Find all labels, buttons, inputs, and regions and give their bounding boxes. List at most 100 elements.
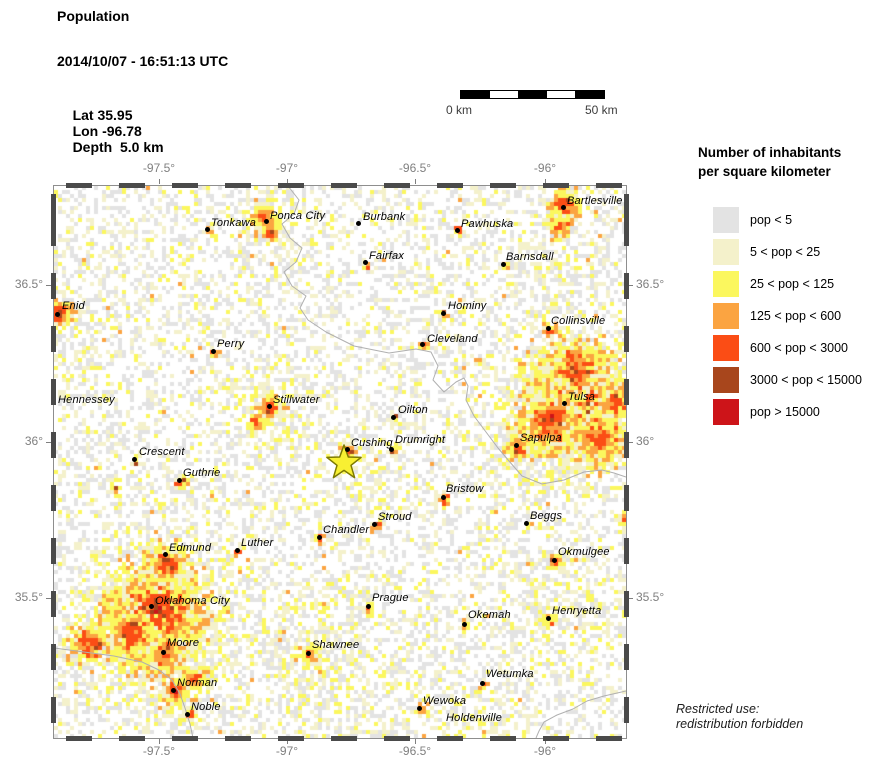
legend-swatch	[713, 207, 739, 233]
lon-tick-label-bottom: -97.5°	[142, 744, 176, 758]
scale-bar-segment	[546, 91, 576, 98]
axis-tick	[287, 739, 288, 744]
city-label: Stroud	[378, 511, 412, 523]
city-label: Holdenville	[446, 712, 503, 724]
city-dot	[363, 260, 368, 265]
event-latitude: Lat 35.95	[72, 107, 133, 123]
city-label: Burbank	[363, 211, 406, 223]
city-label: Wewoka	[423, 695, 467, 707]
lat-tick-label-right: 36.5°	[636, 277, 665, 291]
city-dot	[546, 616, 551, 621]
city-dot	[389, 447, 394, 452]
city-layer: Tonkawa Ponca City Burbank Bartlesville Pawh…	[54, 186, 626, 738]
city-dot	[149, 604, 154, 609]
lon-tick-label-top: -96°	[533, 161, 557, 175]
map-border-dash-bottom	[52, 736, 628, 741]
legend-swatch	[713, 239, 739, 265]
restricted-use-note: Restricted use: redistribution forbidden	[676, 702, 803, 732]
city-dot	[171, 688, 176, 693]
legend-item: pop < 5	[698, 207, 883, 233]
city-label: Ponca City	[270, 210, 326, 222]
city-dot	[356, 221, 361, 226]
city-label: Cleveland	[427, 333, 478, 345]
city-label: Crescent	[139, 446, 185, 458]
lon-tick-label-top: -96.5°	[398, 161, 432, 175]
axis-tick	[46, 598, 51, 599]
population-map: Tonkawa Ponca City Burbank Bartlesville Pawh…	[51, 183, 629, 741]
axis-tick	[415, 739, 416, 744]
city-label: Bristow	[446, 483, 484, 495]
city-label: Wetumka	[486, 668, 534, 680]
scale-bar-segment	[575, 91, 604, 98]
axis-tick	[159, 739, 160, 744]
scale-bar-segment	[489, 91, 519, 98]
city-label: Drumright	[395, 434, 446, 446]
legend-label: 5 < pop < 25	[750, 245, 821, 259]
city-label: Collinsville	[551, 315, 606, 327]
legend-item: pop > 15000	[698, 399, 883, 425]
city-label: Tulsa	[568, 391, 596, 403]
legend-item: 25 < pop < 125	[698, 271, 883, 297]
event-coordinates: Lat 35.95 Lon -96.78 Depth 5.0 km	[57, 91, 182, 171]
legend-item: 5 < pop < 25	[698, 239, 883, 265]
legend-title-line2: per square kilometer	[698, 164, 831, 179]
city-dot	[455, 228, 460, 233]
legend-swatch	[713, 303, 739, 329]
legend-swatch	[713, 271, 739, 297]
city-dot	[417, 706, 422, 711]
lon-tick-label-top: -97.5°	[142, 161, 176, 175]
city-dot	[366, 604, 371, 609]
axis-tick	[628, 442, 633, 443]
city-label: Oilton	[398, 404, 428, 416]
axis-tick	[628, 285, 633, 286]
city-dot	[317, 535, 322, 540]
city-dot	[177, 478, 182, 483]
city-dot	[552, 558, 557, 563]
city-dot	[161, 650, 166, 655]
city-dot	[441, 495, 446, 500]
city-dot	[562, 401, 567, 406]
city-label: Prague	[372, 592, 409, 604]
city-dot	[420, 342, 425, 347]
legend-label: 125 < pop < 600	[750, 309, 842, 323]
legend-list: pop < 5 5 < pop < 25 25 < pop < 125 125 < p…	[698, 207, 883, 425]
city-dot	[462, 622, 467, 627]
city-dot	[185, 712, 190, 717]
city-label: Bartlesville	[567, 195, 623, 207]
event-longitude: Lon -96.78	[72, 123, 142, 139]
legend-item: 3000 < pop < 15000	[698, 367, 883, 393]
city-label: Okemah	[468, 609, 511, 621]
city-label: Shawnee	[312, 639, 360, 651]
city-label: Moore	[167, 637, 200, 649]
axis-tick	[545, 739, 546, 744]
axis-tick	[545, 179, 546, 184]
legend-label: pop < 5	[750, 213, 793, 227]
city-dot	[524, 521, 529, 526]
city-dot	[211, 349, 216, 354]
city-label: Chandler	[323, 524, 370, 536]
city-dot	[132, 457, 137, 462]
map-border-dash-left	[51, 184, 56, 740]
lon-tick-label-bottom: -97°	[275, 744, 299, 758]
scale-bar	[460, 90, 605, 99]
city-dot	[441, 311, 446, 316]
legend: Number of inhabitants per square kilomet…	[698, 143, 883, 431]
city-label: Enid	[62, 300, 85, 312]
lat-tick-label-right: 36°	[636, 434, 655, 448]
legend-item: 125 < pop < 600	[698, 303, 883, 329]
city-label: Guthrie	[183, 467, 221, 479]
legend-label: 600 < pop < 3000	[750, 341, 849, 355]
page-title: Population	[57, 8, 130, 24]
city-dot	[205, 227, 210, 232]
city-label: Oklahoma City	[155, 595, 230, 607]
city-label: Noble	[191, 701, 221, 713]
legend-label: 3000 < pop < 15000	[750, 373, 862, 387]
legend-title-line1: Number of inhabitants	[698, 145, 842, 160]
axis-tick	[46, 442, 51, 443]
city-label: Barnsdall	[506, 251, 554, 263]
city-label: Henryetta	[552, 605, 602, 617]
axis-tick	[46, 285, 51, 286]
lat-tick-label-left: 36.5°	[14, 277, 43, 291]
legend-item: 600 < pop < 3000	[698, 335, 883, 361]
